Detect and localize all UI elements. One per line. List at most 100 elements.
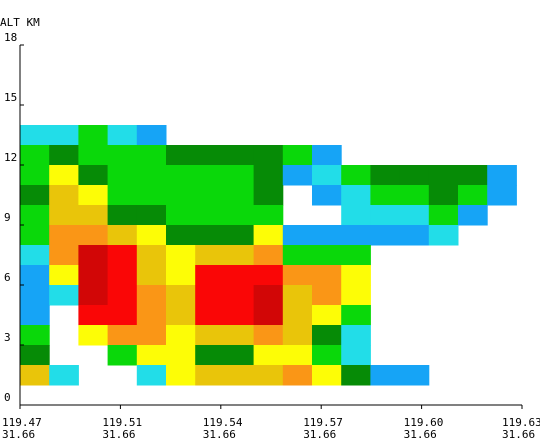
echo-cell-light-blue	[370, 365, 401, 386]
echo-cell-orange	[282, 365, 313, 386]
echo-cell-light-blue	[399, 365, 430, 386]
echo-cell-green	[136, 165, 167, 186]
echo-cell-light-blue	[312, 185, 342, 206]
echo-cell-green	[282, 145, 313, 166]
echo-cell-dark-green	[195, 225, 225, 246]
echo-cell-dark-green	[136, 205, 167, 226]
echo-cell-red	[107, 245, 138, 266]
echo-cell-dark-green	[78, 165, 109, 186]
echo-cell-dark-green	[224, 345, 255, 366]
echo-cell-light-blue	[341, 225, 371, 246]
echo-cell-dark-green	[253, 185, 284, 206]
echo-cell-dark-green	[107, 205, 138, 226]
echo-cell-green	[341, 245, 371, 266]
echo-cell-cyan	[312, 165, 342, 186]
echo-cell-light-blue	[136, 125, 167, 146]
echo-cell-orange	[78, 225, 109, 246]
y-ticks: 0 3 6 9 12 15 18	[4, 31, 24, 406]
echo-cell-orange	[282, 265, 313, 286]
echo-cell-green	[166, 185, 196, 206]
echo-cell-orange	[49, 245, 79, 266]
echo-cell-yellow	[312, 365, 342, 386]
echo-cell-green	[20, 325, 50, 346]
echo-cell-red	[224, 265, 255, 286]
echo-cell-green	[136, 145, 167, 166]
echo-cell-yellow	[49, 265, 79, 286]
echo-cell-red	[195, 265, 225, 286]
echo-cell-light-blue	[458, 205, 488, 226]
echo-cell-green	[107, 345, 138, 366]
echo-cell-yellow	[166, 265, 196, 286]
echo-cell-light-blue	[399, 225, 430, 246]
echo-cell-cyan	[49, 285, 79, 306]
echo-cell-dark-green	[428, 165, 459, 186]
echo-cell-cyan	[341, 185, 371, 206]
echo-cell-cyan	[370, 205, 401, 226]
x-tick-lat-label: 31.66	[203, 428, 236, 440]
x-tick-lon-label: 119.51	[102, 416, 142, 429]
echo-cell-yellow	[136, 225, 167, 246]
echo-cell-dark-red	[253, 305, 284, 326]
echo-cell-light-blue	[487, 165, 517, 186]
x-tick-lon-label: 119.63	[502, 416, 540, 429]
echo-cell-green	[107, 145, 138, 166]
echo-cell-dark-green	[166, 225, 196, 246]
echo-cells	[20, 125, 517, 386]
echo-cell-light-blue	[312, 145, 342, 166]
echo-cell-yellow	[253, 345, 284, 366]
echo-cell-yellow	[166, 365, 196, 386]
echo-cell-green	[312, 245, 342, 266]
echo-cell-cyan	[20, 245, 50, 266]
echo-cell-gold	[49, 205, 79, 226]
echo-cell-orange	[312, 265, 342, 286]
echo-cell-dark-green	[253, 145, 284, 166]
x-tick-lat-label: 31.66	[303, 428, 336, 440]
echo-cell-green	[20, 205, 50, 226]
echo-cell-green	[341, 305, 371, 326]
echo-cell-gold	[282, 305, 313, 326]
echo-cell-green	[20, 225, 50, 246]
x-tick-lat-label: 31.66	[502, 428, 535, 440]
echo-cell-green	[78, 145, 109, 166]
echo-cell-yellow	[136, 345, 167, 366]
echo-cell-green	[341, 165, 371, 186]
y-tick-label: 3	[4, 331, 11, 344]
echo-cell-cyan	[20, 125, 50, 146]
x-tick-lat-label: 31.66	[404, 428, 437, 440]
echo-cell-orange	[136, 285, 167, 306]
echo-cell-yellow	[312, 305, 342, 326]
echo-cell-green	[20, 165, 50, 186]
echo-cell-red	[253, 265, 284, 286]
echo-cell-dark-green	[166, 145, 196, 166]
echo-cell-green	[107, 185, 138, 206]
echo-cell-green	[166, 165, 196, 186]
echo-cell-yellow	[282, 345, 313, 366]
echo-cell-green	[195, 205, 225, 226]
y-tick-label: 15	[4, 91, 17, 104]
echo-cell-dark-green	[224, 145, 255, 166]
echo-cell-gold	[78, 205, 109, 226]
echo-cell-gold	[224, 365, 255, 386]
echo-cell-dark-red	[78, 245, 109, 266]
echo-cell-yellow	[341, 285, 371, 306]
y-tick-label: 6	[4, 271, 11, 284]
echo-cell-gold	[20, 365, 50, 386]
echo-cell-light-blue	[487, 185, 517, 206]
echo-cell-dark-green	[370, 165, 401, 186]
x-tick-lon-label: 119.54	[203, 416, 243, 429]
echo-cell-green	[370, 185, 401, 206]
x-tick-lon-label: 119.47	[2, 416, 42, 429]
echo-cell-dark-red	[78, 285, 109, 306]
echo-cell-dark-green	[399, 165, 430, 186]
echo-cell-gold	[136, 245, 167, 266]
x-tick-lon-label: 119.57	[303, 416, 343, 429]
echo-cell-gold	[49, 185, 79, 206]
y-tick-label: 12	[4, 151, 17, 164]
echo-cell-dark-green	[20, 345, 50, 366]
echo-cell-cyan	[428, 225, 459, 246]
echo-cell-dark-green	[49, 145, 79, 166]
echo-cell-dark-green	[195, 145, 225, 166]
echo-cell-gold	[195, 245, 225, 266]
echo-cell-green	[78, 125, 109, 146]
